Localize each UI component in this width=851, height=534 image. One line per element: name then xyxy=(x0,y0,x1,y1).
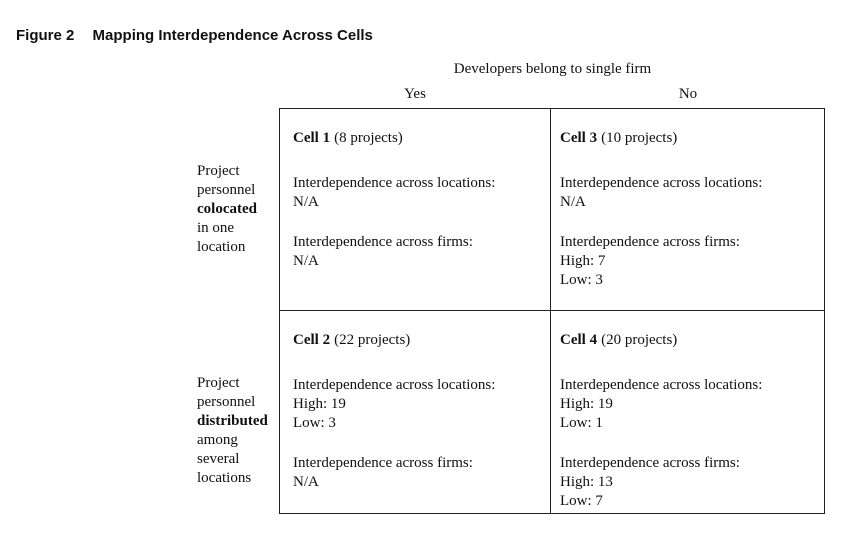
locations-low: Low: 3 xyxy=(293,415,336,431)
row-label-line: locations xyxy=(197,470,252,486)
figure-title-text: Mapping Interdependence Across Cells xyxy=(92,27,373,44)
locations-low: Low: 1 xyxy=(560,415,603,431)
cell-name: Cell 1 xyxy=(293,130,331,146)
row-label-line: in one xyxy=(197,220,235,236)
firms-high: High: 7 xyxy=(560,253,606,269)
firms-label: Interdependence across firms: xyxy=(560,455,740,471)
firms-value: N/A xyxy=(293,474,319,490)
matrix-grid: Cell 1 (8 projects) Interdependence acros… xyxy=(279,108,825,514)
cell-2: Cell 2 (22 projects) Interdependence acro… xyxy=(293,331,543,513)
locations-label: Interdependence across locations: xyxy=(293,175,496,191)
cell-project-count: (22 projects) xyxy=(334,332,411,348)
cell-heading: Cell 3 (10 projects) xyxy=(560,129,810,148)
locations-value: N/A xyxy=(560,194,586,210)
cell-heading: Cell 1 (8 projects) xyxy=(293,129,543,148)
locations-high: High: 19 xyxy=(293,396,346,412)
row-label-line: among xyxy=(197,432,238,448)
firms-block: Interdependence across firms: N/A xyxy=(293,233,543,271)
cell-project-count: (10 projects) xyxy=(601,130,678,146)
locations-label: Interdependence across locations: xyxy=(560,377,763,393)
row-label-line: Project xyxy=(197,375,240,391)
row-label-line: personnel xyxy=(197,182,256,198)
locations-value: N/A xyxy=(293,194,319,210)
cell-1: Cell 1 (8 projects) Interdependence acros… xyxy=(293,129,543,292)
firms-label: Interdependence across firms: xyxy=(293,455,473,471)
row-label-line: personnel xyxy=(197,394,256,410)
cell-name: Cell 3 xyxy=(560,130,598,146)
row-label-line: location xyxy=(197,239,246,255)
locations-label: Interdependence across locations: xyxy=(293,377,496,393)
grid-vertical-divider xyxy=(550,109,551,513)
locations-label: Interdependence across locations: xyxy=(560,175,763,191)
row-label-line: Project xyxy=(197,163,240,179)
firms-value: N/A xyxy=(293,253,319,269)
figure-title: Figure 2 Mapping Interdependence Across … xyxy=(16,27,373,44)
column-yes-label: Yes xyxy=(404,86,426,102)
column-no-label: No xyxy=(678,86,698,102)
figure-number: Figure 2 xyxy=(16,27,75,44)
firms-label: Interdependence across firms: xyxy=(293,234,473,250)
locations-high: High: 19 xyxy=(560,396,613,412)
row-label-line: several xyxy=(197,451,240,467)
firms-low: Low: 7 xyxy=(560,493,603,509)
locations-block: Interdependence across locations: N/A xyxy=(560,174,810,212)
locations-block: Interdependence across locations: High: … xyxy=(293,376,543,433)
firms-high: High: 13 xyxy=(560,474,613,490)
cell-heading: Cell 4 (20 projects) xyxy=(560,331,810,350)
cell-3: Cell 3 (10 projects) Interdependence acro… xyxy=(560,129,810,311)
cell-heading: Cell 2 (22 projects) xyxy=(293,331,543,350)
locations-block: Interdependence across locations: High: … xyxy=(560,376,810,433)
firms-block: Interdependence across firms: N/A xyxy=(293,454,543,492)
row-label-distributed: Project personnel distributed among seve… xyxy=(197,374,281,488)
locations-block: Interdependence across locations: N/A xyxy=(293,174,543,212)
cell-project-count: (8 projects) xyxy=(334,130,403,146)
column-header: Developers belong to single firm xyxy=(453,61,652,77)
cell-name: Cell 2 xyxy=(293,332,331,348)
firms-block: Interdependence across firms: High: 7 Lo… xyxy=(560,233,810,290)
row-label-colocated: Project personnel colocated in one locat… xyxy=(197,162,281,257)
firms-low: Low: 3 xyxy=(560,272,603,288)
row-label-emphasis: distributed xyxy=(197,413,268,429)
row-label-emphasis: colocated xyxy=(197,201,257,217)
firms-label: Interdependence across firms: xyxy=(560,234,740,250)
grid-horizontal-divider xyxy=(280,310,824,311)
cell-4: Cell 4 (20 projects) Interdependence acro… xyxy=(560,331,810,532)
cell-project-count: (20 projects) xyxy=(601,332,678,348)
firms-block: Interdependence across firms: High: 13 L… xyxy=(560,454,810,511)
cell-name: Cell 4 xyxy=(560,332,598,348)
